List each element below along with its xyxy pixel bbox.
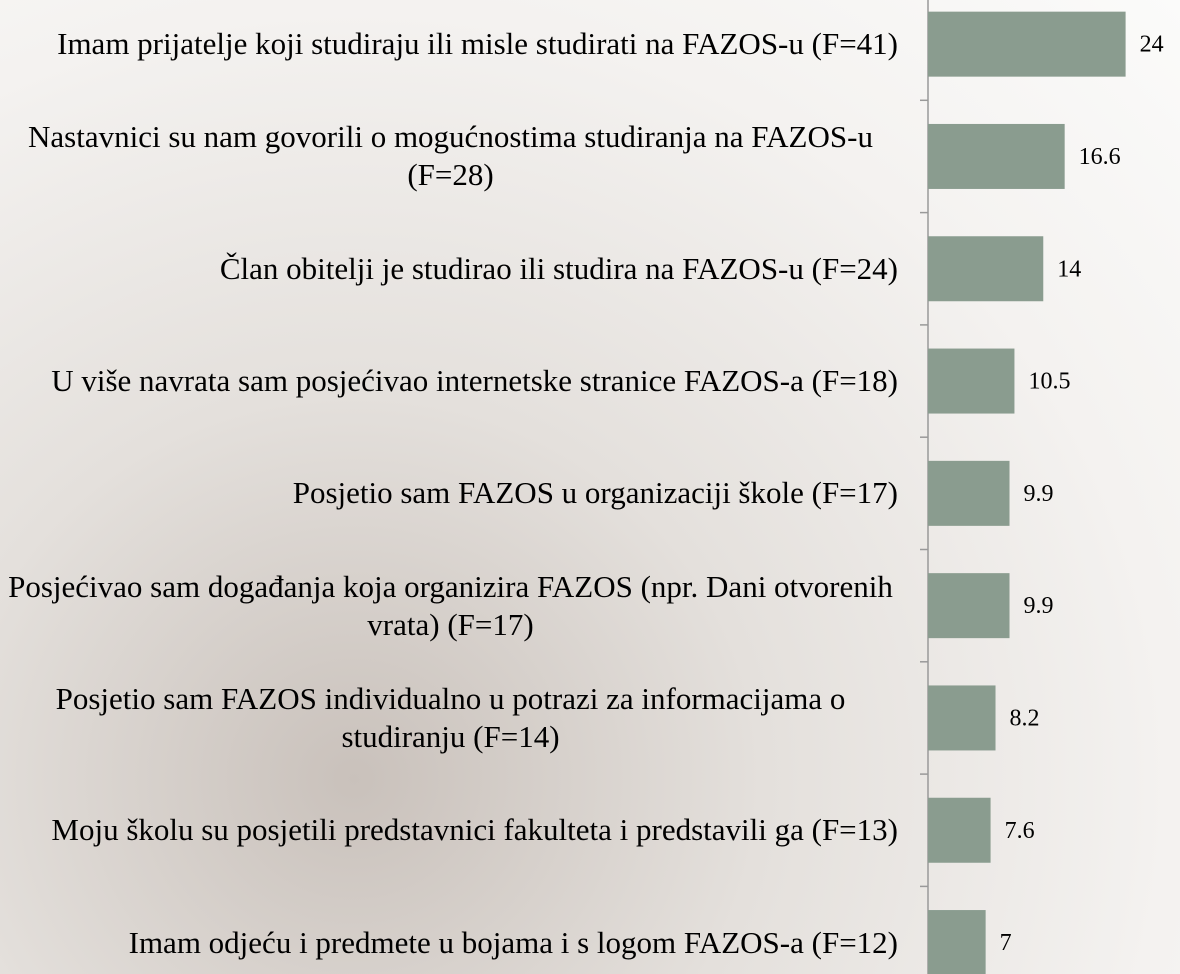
bar	[928, 461, 1010, 526]
category-label: Imam odjeću i predmete u bojama i s logo…	[129, 924, 898, 962]
bar	[928, 349, 1014, 414]
bar	[928, 12, 1126, 77]
category-label: Nastavnici su nam govorili o mogućnostim…	[3, 118, 898, 194]
value-label: 7.6	[1005, 818, 1035, 844]
value-label: 24	[1140, 32, 1164, 58]
bar	[928, 573, 1010, 638]
value-label: 8.2	[1010, 705, 1040, 731]
chart: 24 16.6 14 10.5 9.9 9.9 8.2 7.6 7 Imam prijatelj…	[0, 0, 1180, 974]
category-label: Imam prijatelje koji studiraju ili misle…	[57, 25, 898, 63]
bar	[928, 910, 986, 974]
bar	[928, 236, 1043, 301]
bar	[928, 124, 1065, 189]
value-label: 14	[1057, 256, 1081, 282]
value-label: 9.9	[1024, 593, 1054, 619]
category-label: U više navrata sam posjećivao internetsk…	[51, 362, 898, 400]
bar	[928, 685, 996, 750]
value-label: 10.5	[1028, 369, 1070, 395]
value-label: 16.6	[1079, 144, 1121, 170]
category-label: Posjetio sam FAZOS u organizaciji škole …	[293, 474, 898, 512]
category-label: Član obitelji je studirao ili studira na…	[220, 250, 898, 288]
category-label: Moju školu su posjetili predstavnici fak…	[51, 811, 898, 849]
value-label: 9.9	[1024, 481, 1054, 507]
category-label: Posjetio sam FAZOS individualno u potraz…	[3, 680, 898, 756]
category-label: Posjećivao sam događanja koja organizira…	[3, 568, 898, 644]
value-label: 7	[1000, 930, 1012, 956]
bar	[928, 798, 991, 863]
